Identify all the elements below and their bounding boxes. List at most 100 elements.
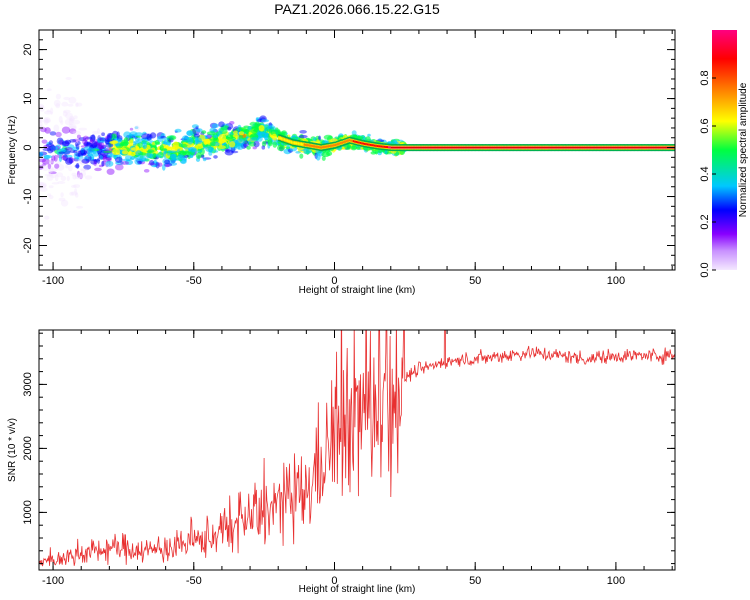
- spectrogram-cell: [51, 182, 60, 185]
- spectrogram-cell: [213, 150, 219, 153]
- spectrogram-cell: [347, 139, 350, 142]
- spectrogram-cell: [293, 141, 296, 144]
- spectrogram-cell: [65, 112, 74, 120]
- spectrogram-cell: [49, 173, 57, 178]
- snr-panel: -100 -50 0 50 100 1000 2000 3000 Height of stra…: [7, 329, 676, 595]
- spectrogram-cell: [296, 142, 299, 145]
- snr-line: [39, 330, 675, 567]
- spectrogram-cell: [134, 126, 139, 129]
- spectrogram-cell: [210, 140, 216, 147]
- spectrogram-cell: [62, 111, 68, 117]
- spectrogram-cell: [288, 140, 291, 143]
- spectrogram-cell: [167, 152, 171, 156]
- spectrogram-cell: [53, 124, 60, 132]
- spectrogram-cell: [350, 139, 353, 142]
- spectrogram-cell: [89, 139, 95, 143]
- spectrogram-cell: [316, 145, 319, 148]
- spectrogram-cell: [65, 77, 72, 80]
- spectrogram-cell: [49, 166, 54, 173]
- spectrogram-cell: [65, 164, 69, 169]
- spectrogram-cell: [188, 146, 197, 153]
- spectrogram-cell: [371, 144, 374, 147]
- spectrogram-cell: [75, 193, 79, 198]
- spectrogram-cell: [290, 141, 294, 144]
- spectrogram-cell: [78, 127, 88, 131]
- spectrogram-cell: [68, 125, 77, 131]
- spectrogram-cell: [344, 140, 347, 143]
- spectrogram-cell: [361, 142, 364, 145]
- spectrogram-cell: [155, 155, 162, 158]
- spectrogram-cell: [309, 144, 312, 147]
- spectrogram-cell: [149, 160, 155, 166]
- spectrogram-cell: [55, 131, 62, 138]
- spectrogram-cell: [39, 187, 48, 192]
- spectrogram-cell: [50, 159, 54, 165]
- spectrogram-cell: [319, 146, 322, 149]
- spectrogram-cell: [48, 185, 54, 189]
- spectrogram-cell: [74, 142, 78, 147]
- spectrogram-cell: [55, 93, 62, 100]
- spectrogram-cell: [51, 167, 58, 172]
- spectrogram-cell: [56, 172, 64, 178]
- spectrogram-cell: [83, 164, 92, 170]
- x-tick-label: 0: [331, 275, 337, 287]
- spectrogram-cell: [39, 118, 44, 123]
- spectrogram-cell: [123, 137, 129, 144]
- spectrogram-cell: [69, 115, 75, 122]
- spectrogram-cell: [99, 137, 106, 142]
- spectrogram-cell: [143, 169, 150, 173]
- spectrogram-cell: [261, 119, 269, 123]
- spectrogram-cell: [272, 141, 278, 148]
- spectrogram-cell: [310, 144, 313, 147]
- spectrogram-cell: [68, 118, 74, 126]
- colorbar-gradient: [712, 30, 737, 270]
- spectrogram-cell: [92, 159, 101, 162]
- spectrogram-cell: [39, 158, 46, 163]
- spectrogram-cell: [174, 128, 182, 133]
- spectrogram-cell: [348, 139, 351, 142]
- spectrogram-cell: [54, 173, 59, 182]
- spectrogram-cell: [218, 121, 225, 128]
- spectrogram-cell: [201, 130, 207, 134]
- spectrogram-cell: [43, 164, 53, 168]
- spectrogram-cell: [86, 141, 91, 145]
- spectrogram-cell: [44, 215, 50, 220]
- spectrogram-cell: [76, 205, 84, 209]
- x-tick-label: -50: [186, 575, 202, 587]
- spectrogram-cell: [114, 156, 123, 163]
- spectrogram-cell: [334, 144, 337, 147]
- spectrogram-cell: [46, 88, 52, 91]
- spectrogram-cell: [43, 155, 53, 159]
- spectrogram-cell: [64, 147, 73, 151]
- spectrogram-cell: [62, 109, 71, 114]
- spectrogram-cell: [373, 144, 377, 147]
- colorbar: 0.0 0.2 0.4 0.6 0.8 Normalized spectral ampl…: [699, 30, 749, 278]
- spectrogram-cell: [300, 143, 303, 146]
- spectrogram-cell: [44, 173, 53, 177]
- spectrogram-cell: [289, 140, 292, 143]
- spectrogram-cell: [42, 166, 49, 171]
- spectrogram-cell: [217, 145, 226, 150]
- spectrogram-cell: [386, 146, 389, 149]
- spectrogram-cell: [337, 143, 340, 146]
- spectrogram-cell: [41, 163, 47, 167]
- colorbar-ticks: 0.0 0.2 0.4 0.6 0.8: [699, 70, 716, 278]
- spectrogram-cell: [297, 142, 301, 145]
- y-tick-label: -10: [22, 189, 34, 205]
- spectrogram-cell: [71, 172, 77, 177]
- spectrogram-cell: [236, 138, 245, 146]
- spectrogram-cell: [76, 170, 81, 178]
- spectrogram-cell: [82, 170, 87, 177]
- spectrogram-cell: [333, 144, 336, 147]
- spectrogram-cell: [375, 144, 378, 147]
- spectrogram-cell: [105, 163, 110, 169]
- spectrogram-cell: [49, 144, 56, 152]
- spectrogram-cell: [213, 155, 218, 159]
- spectrogram-cell: [159, 144, 164, 152]
- spectrogram-cell: [356, 146, 361, 150]
- colorbar-tick-label: 0.8: [699, 70, 711, 85]
- spectrogram-cell: [196, 143, 204, 149]
- spectrogram-cell: [193, 133, 200, 138]
- spectrogram-cell: [376, 145, 379, 148]
- y-tick-label: 20: [22, 43, 34, 55]
